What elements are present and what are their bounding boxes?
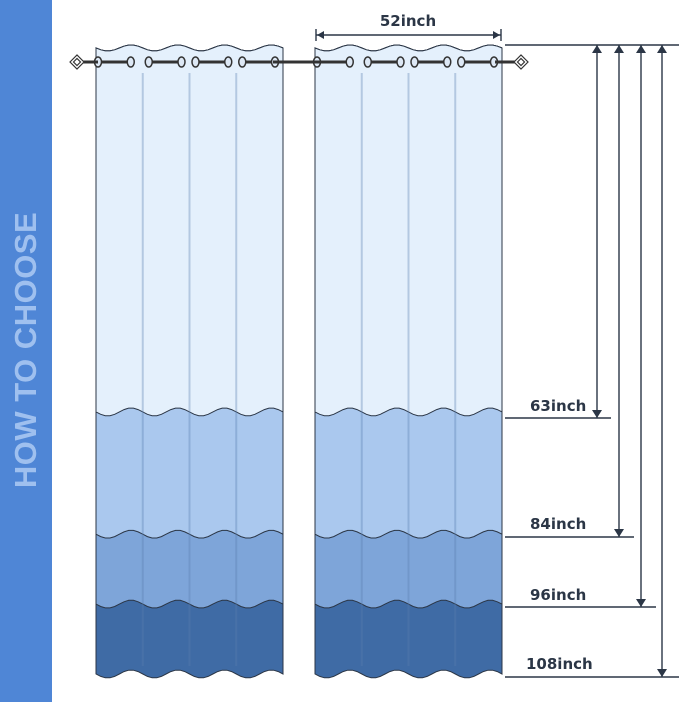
sidebar-banner: HOW TO CHOOSE xyxy=(0,0,52,702)
grommet xyxy=(144,56,153,68)
arrow-up-icon xyxy=(636,45,646,53)
grommet xyxy=(363,56,372,68)
arrow-right-icon xyxy=(493,31,500,39)
grommet xyxy=(238,56,247,68)
arrow-down-icon xyxy=(614,529,624,537)
grommet xyxy=(345,56,354,68)
grommet xyxy=(126,56,135,68)
grommet xyxy=(410,56,419,68)
grommet xyxy=(191,56,200,68)
grommet xyxy=(396,56,405,68)
length-label-84: 84inch xyxy=(530,515,586,533)
curtain-band-63 xyxy=(95,44,284,417)
arrow-down-icon xyxy=(657,669,667,677)
finial-right-icon xyxy=(513,54,529,70)
grommet xyxy=(457,56,466,68)
grommet xyxy=(177,56,186,68)
curtain-band-63 xyxy=(314,44,503,417)
width-label: 52inch xyxy=(380,12,436,30)
arrow-up-icon xyxy=(614,45,624,53)
length-label-108: 108inch xyxy=(526,655,593,673)
arrow-up-icon xyxy=(657,45,667,53)
length-label-63: 63inch xyxy=(530,397,586,415)
grommet-row xyxy=(312,56,499,68)
arrow-down-icon xyxy=(636,599,646,607)
curtain-panel-right xyxy=(312,44,503,679)
length-label-96: 96inch xyxy=(530,586,586,604)
grommet xyxy=(443,56,452,68)
arrow-left-icon xyxy=(317,31,324,39)
grommet-row xyxy=(93,56,280,68)
grommet xyxy=(224,56,233,68)
finial-left-icon xyxy=(69,54,85,70)
arrow-up-icon xyxy=(592,45,602,53)
curtain-panel-left xyxy=(93,44,284,679)
arrow-down-icon xyxy=(592,410,602,418)
